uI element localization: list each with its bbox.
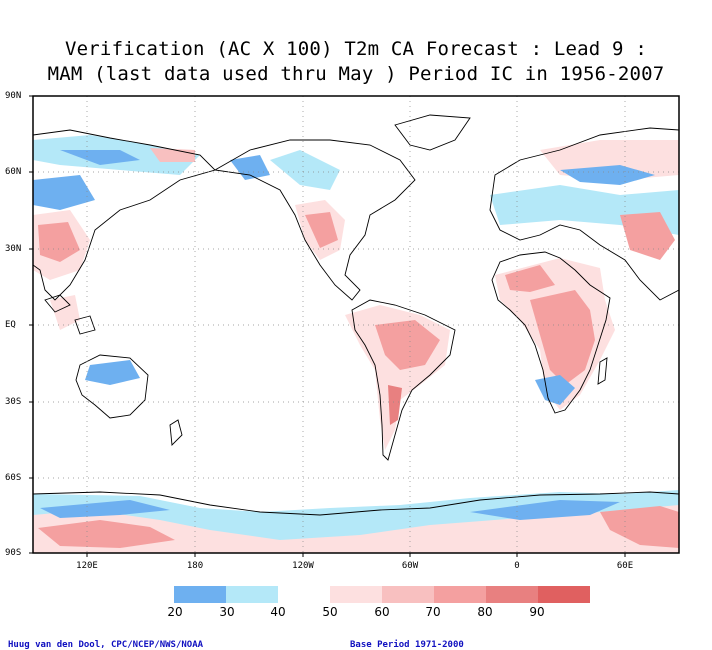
antarctic-blue-streak xyxy=(40,500,170,518)
antarctic-band-pink xyxy=(33,505,679,553)
legend-label-20: 20 xyxy=(167,605,183,619)
lat-label-eq: EQ xyxy=(5,320,16,330)
australia-outline xyxy=(75,354,149,419)
africa-red xyxy=(530,290,595,385)
antarctic-blue-streak2 xyxy=(470,500,620,520)
asia-north-blue-dark xyxy=(60,150,140,165)
lon-label-0: 0 xyxy=(514,561,520,571)
africa-outline xyxy=(491,251,611,414)
eurasia-outline xyxy=(489,127,679,301)
graticule xyxy=(33,96,679,553)
lon-label-180: 180 xyxy=(186,561,204,571)
namerica-red xyxy=(305,212,338,248)
legend-swatch xyxy=(174,586,226,603)
lon-label-120w: 120W xyxy=(292,561,314,571)
legend-swatch xyxy=(226,586,278,603)
lon-label-120e: 120E xyxy=(76,561,98,571)
namerica-blue xyxy=(270,150,340,190)
legend-label-40: 40 xyxy=(270,605,286,619)
samerica-south-red xyxy=(388,385,402,425)
legend-label-70: 70 xyxy=(425,605,441,619)
legend-label-80: 80 xyxy=(477,605,493,619)
antarctic-band-red xyxy=(38,520,175,548)
asia-west-outline xyxy=(33,129,216,301)
legend-swatch xyxy=(382,586,434,603)
lat-label-90s: 90S xyxy=(5,548,22,558)
newzealand-outline xyxy=(169,419,183,446)
lat-label-60s: 60S xyxy=(5,473,22,483)
australia-blue xyxy=(85,360,140,385)
lat-label-30n: 30N xyxy=(5,244,22,254)
credit-author: Huug van den Dool, CPC/NCEP/NWS/NOAA xyxy=(8,640,204,650)
legend-swatch xyxy=(434,586,486,603)
asia-west-red xyxy=(38,222,80,262)
antarctica-outline xyxy=(33,491,679,516)
lat-label-60n: 60N xyxy=(5,167,22,177)
asia-mid-blue xyxy=(33,175,95,210)
lat-label-90n: 90N xyxy=(5,91,22,101)
maritime-pink xyxy=(50,295,80,330)
legend-swatch xyxy=(330,586,382,603)
credit-base-period: Base Period 1971-2000 xyxy=(350,640,464,650)
legend-swatch xyxy=(486,586,538,603)
eurasia-blue-streak xyxy=(560,165,655,185)
shaded-regions xyxy=(33,135,679,553)
legend-swatch xyxy=(538,586,590,603)
lon-label-60e: 60E xyxy=(616,561,634,571)
islands-maritime xyxy=(44,294,96,335)
greenland-outline xyxy=(394,114,471,151)
legend-label-60: 60 xyxy=(374,605,390,619)
lon-label-60w: 60W xyxy=(401,561,419,571)
namerica-blue2 xyxy=(230,155,270,180)
samerica-outline xyxy=(351,299,456,461)
samerica-red xyxy=(375,320,440,370)
map-title-line2: MAM (last data used thru May ) Period IC… xyxy=(47,63,665,85)
eurasia-red-east xyxy=(620,212,675,260)
legend-label-90: 90 xyxy=(529,605,545,619)
lat-label-30s: 30S xyxy=(5,397,22,407)
legend-label-30: 30 xyxy=(219,605,235,619)
madagascar-outline xyxy=(597,357,608,385)
africa-north-red xyxy=(505,265,555,292)
map-frame xyxy=(32,95,680,554)
namerica-outline xyxy=(213,139,416,301)
coastlines xyxy=(33,114,679,516)
legend-label-50: 50 xyxy=(322,605,338,619)
map-title-line1: Verification (AC X 100) T2m CA Forecast … xyxy=(65,38,647,60)
legend-swatch xyxy=(278,586,330,603)
antarctic-red-east xyxy=(600,506,679,548)
